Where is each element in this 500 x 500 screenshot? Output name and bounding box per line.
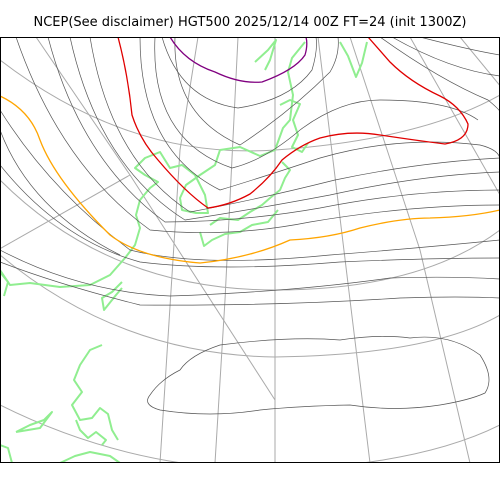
contour-line (419, 37, 500, 56)
contours (0, 37, 500, 415)
contour-line (0, 261, 500, 306)
coastline (279, 99, 309, 153)
contour-line (69, 37, 500, 221)
graticule (0, 37, 500, 463)
contour-line (47, 37, 500, 223)
coastline (209, 161, 291, 226)
coastline (0, 271, 9, 297)
coastlines (0, 39, 368, 463)
meridian-line (159, 37, 199, 463)
meridian-line (0, 174, 131, 250)
coastline (101, 281, 123, 311)
meridian-line (214, 37, 239, 463)
contour-line (15, 37, 500, 234)
meridian-line (349, 37, 471, 463)
contour-line (0, 109, 500, 261)
contour-line (0, 129, 121, 256)
coastline (199, 209, 279, 247)
contour-line (174, 37, 339, 146)
latitude-circle (0, 254, 500, 358)
contour-line (0, 249, 500, 297)
coastline (254, 39, 277, 71)
contour-line (154, 37, 479, 169)
coastline (339, 41, 368, 78)
contour-red (117, 37, 469, 209)
contour-line (391, 37, 500, 77)
contour-line (147, 336, 490, 415)
coastline (0, 41, 306, 288)
contour-line (139, 37, 500, 191)
coastline (75, 419, 107, 446)
height-contour-map (0, 37, 500, 463)
latitude-circle (0, 404, 500, 463)
contour-line (379, 37, 500, 113)
coastline (71, 344, 119, 441)
contour-line (89, 37, 500, 213)
meridian-line (317, 37, 371, 463)
map-frame (0, 37, 500, 463)
coastline (15, 411, 53, 433)
map-title: NCEP(See disclaimer) HGT500 2025/12/14 0… (33, 15, 467, 30)
contour-line (161, 37, 317, 109)
contour-line (0, 164, 500, 268)
coastline (59, 451, 121, 463)
coastline (0, 444, 13, 463)
contour-purple (169, 37, 308, 83)
contour-orange (0, 95, 500, 264)
